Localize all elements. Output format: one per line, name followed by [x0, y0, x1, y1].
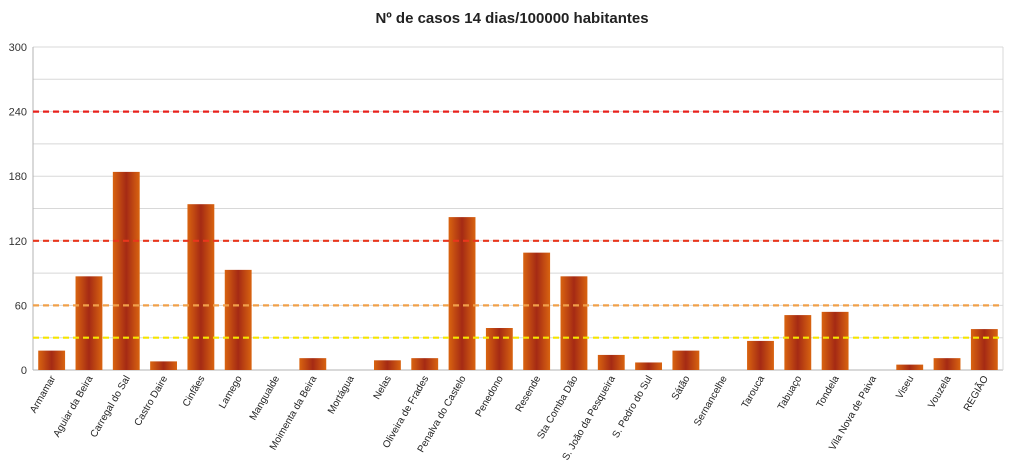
- bar: [150, 361, 178, 370]
- bar: [933, 358, 961, 370]
- bar: [448, 217, 476, 370]
- bar: [373, 360, 401, 370]
- bar: [299, 358, 327, 370]
- x-tick-label: Nelas: [372, 374, 394, 402]
- bar: [747, 340, 774, 370]
- x-tick-label: Viseu: [894, 374, 916, 401]
- bar: [112, 171, 140, 370]
- x-tick-label: Tondela: [815, 374, 842, 410]
- x-tick-label: Mortágua: [326, 374, 357, 416]
- x-tick-label: Aguiar da Beira: [52, 374, 96, 440]
- x-tick-label: Sta Comba Dão: [535, 374, 580, 441]
- bar: [38, 350, 66, 370]
- x-tick-label: REGIÃO: [960, 373, 991, 413]
- y-tick-label: 240: [9, 107, 27, 119]
- bar: [970, 329, 998, 370]
- x-tick-label: Lamego: [217, 374, 245, 411]
- bar: [485, 328, 513, 370]
- x-tick-label: Castro Daire: [133, 374, 171, 428]
- bar: [597, 354, 625, 370]
- bar: [896, 364, 924, 370]
- x-tick-label: Mangualde: [248, 374, 282, 423]
- x-tick-label: Carregal do Sal: [89, 374, 133, 440]
- bar: [560, 276, 588, 370]
- x-tick-label: Resende: [514, 374, 544, 415]
- y-tick-label: 180: [9, 171, 27, 183]
- bar: [635, 362, 663, 370]
- reference-lines: [33, 110, 1003, 339]
- chart-title: Nº de casos 14 dias/100000 habitantes: [375, 10, 649, 27]
- bars: [38, 171, 998, 370]
- bar: [75, 276, 103, 370]
- y-tick-label: 0: [21, 365, 27, 377]
- bar: [523, 252, 551, 370]
- bar: [224, 269, 252, 370]
- bar: [187, 204, 215, 370]
- x-tick-label: Penedono: [474, 374, 507, 419]
- gridlines: [33, 46, 1003, 371]
- x-tick-label: Sátão: [670, 374, 693, 403]
- x-tick-label: Vouzela: [926, 374, 954, 411]
- x-tick-label: Armamar: [28, 373, 58, 415]
- x-tick-label: Sernancelhe: [692, 374, 730, 429]
- y-axis: 0 60 120 180 240 300: [9, 42, 1004, 377]
- bar: [784, 315, 812, 370]
- y-tick-label: 300: [9, 42, 27, 54]
- bar: [411, 358, 439, 370]
- x-tick-label: Tabuaço: [776, 374, 805, 413]
- y-tick-label: 120: [9, 236, 27, 248]
- y-tick-label: 60: [15, 300, 27, 312]
- bar: [672, 350, 700, 370]
- x-tick-label: Tarouca: [740, 374, 768, 411]
- x-tick-label: S. Pedro do Sul: [611, 374, 656, 440]
- bar: [821, 311, 849, 370]
- x-tick-label: Cinfães: [181, 374, 207, 409]
